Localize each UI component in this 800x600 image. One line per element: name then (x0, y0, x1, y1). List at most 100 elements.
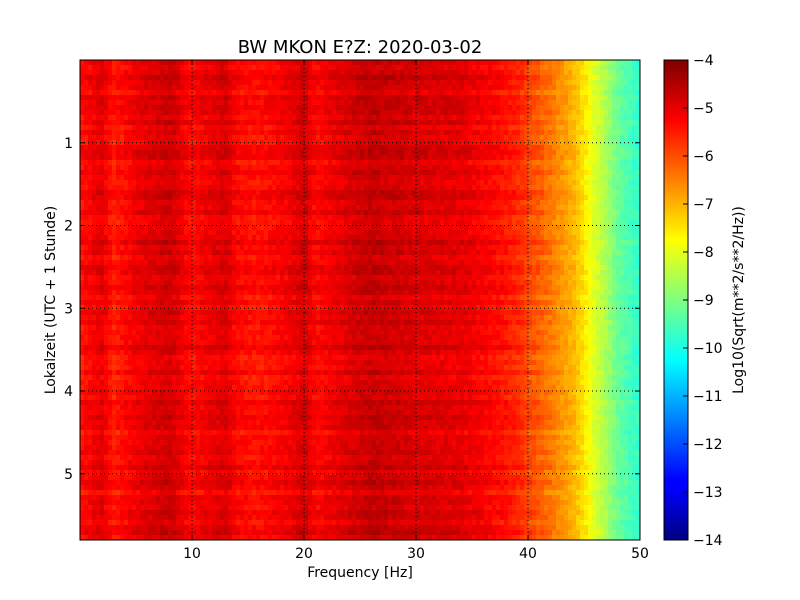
heatmap-cell (340, 85, 345, 91)
heatmap-cell (192, 190, 197, 196)
heatmap-cell (280, 70, 285, 76)
heatmap-cell (564, 195, 569, 201)
heatmap-cell (588, 195, 593, 201)
heatmap-cell (536, 120, 541, 126)
heatmap-cell (596, 195, 601, 201)
heatmap-cell (328, 70, 333, 76)
heatmap-cell (520, 110, 525, 116)
heatmap-cell (212, 215, 217, 221)
heatmap-cell (560, 165, 565, 171)
heatmap-cell (236, 170, 241, 176)
heatmap-cell (484, 60, 489, 66)
heatmap-cell (296, 190, 301, 196)
heatmap-cell (312, 185, 317, 191)
heatmap-cell (320, 95, 325, 101)
heatmap-cell (512, 175, 517, 181)
heatmap-cell (516, 130, 521, 136)
heatmap-cell (156, 75, 161, 81)
heatmap-cell (148, 130, 153, 136)
heatmap-cell (632, 205, 637, 211)
heatmap-cell (496, 150, 501, 156)
heatmap-cell (408, 135, 413, 141)
heatmap-cell (144, 115, 149, 121)
heatmap-cell (480, 230, 485, 236)
heatmap-cell (316, 75, 321, 81)
heatmap-cell (524, 170, 529, 176)
heatmap-cell (168, 100, 173, 106)
heatmap-cell (476, 160, 481, 166)
heatmap-cell (152, 60, 157, 66)
heatmap-cell (276, 105, 281, 111)
heatmap-cell (324, 135, 329, 141)
heatmap-cell (516, 180, 521, 186)
heatmap-cell (472, 145, 477, 151)
heatmap-cell (196, 205, 201, 211)
heatmap-cell (528, 140, 533, 146)
heatmap-cell (284, 80, 289, 86)
heatmap-cell (256, 130, 261, 136)
heatmap-cell (500, 175, 505, 181)
heatmap-cell (560, 100, 565, 106)
heatmap-cell (340, 205, 345, 211)
heatmap-cell (520, 165, 525, 171)
heatmap-cell (164, 125, 169, 131)
heatmap-cell (432, 115, 437, 121)
heatmap-cell (468, 120, 473, 126)
heatmap-cell (396, 170, 401, 176)
heatmap-cell (464, 200, 469, 206)
heatmap-cell (216, 220, 221, 226)
heatmap-cell (280, 130, 285, 136)
heatmap-cell (216, 70, 221, 76)
heatmap-cell (196, 145, 201, 151)
heatmap-cell (304, 115, 309, 121)
heatmap-cell (360, 120, 365, 126)
heatmap-cell (328, 85, 333, 91)
heatmap-cell (556, 100, 561, 106)
heatmap-cell (276, 120, 281, 126)
heatmap-cell (296, 165, 301, 171)
heatmap-cell (80, 105, 85, 111)
heatmap-cell (164, 165, 169, 171)
heatmap-cell (476, 75, 481, 81)
heatmap-cell (384, 100, 389, 106)
heatmap-cell (224, 205, 229, 211)
heatmap-cell (532, 180, 537, 186)
heatmap-cell (428, 205, 433, 211)
heatmap-cell (128, 150, 133, 156)
heatmap-cell (624, 150, 629, 156)
heatmap-cell (548, 220, 553, 226)
heatmap-cell (176, 155, 181, 161)
heatmap-cell (400, 165, 405, 171)
heatmap-cell (244, 210, 249, 216)
heatmap-cell (456, 80, 461, 86)
heatmap-cell (96, 85, 101, 91)
heatmap-cell (444, 165, 449, 171)
heatmap-cell (92, 215, 97, 221)
heatmap-cell (376, 225, 381, 231)
heatmap-cell (280, 75, 285, 81)
heatmap-cell (572, 70, 577, 76)
heatmap-cell (560, 130, 565, 136)
heatmap-cell (344, 85, 349, 91)
heatmap-cell (480, 195, 485, 201)
heatmap-cell (496, 75, 501, 81)
heatmap-cell (344, 140, 349, 146)
heatmap-cell (356, 150, 361, 156)
heatmap-cell (116, 140, 121, 146)
heatmap-cell (416, 110, 421, 116)
heatmap-cell (468, 130, 473, 136)
heatmap-cell (228, 195, 233, 201)
heatmap-cell (532, 70, 537, 76)
heatmap-cell (156, 185, 161, 191)
heatmap-cell (288, 95, 293, 101)
heatmap-cell (516, 105, 521, 111)
heatmap-cell (612, 125, 617, 131)
heatmap-cell (512, 165, 517, 171)
heatmap-cell (432, 205, 437, 211)
heatmap-cell (556, 105, 561, 111)
heatmap-cell (416, 145, 421, 151)
heatmap-cell (408, 160, 413, 166)
heatmap-cell (576, 190, 581, 196)
heatmap-cell (404, 85, 409, 91)
heatmap-cell (260, 225, 265, 231)
